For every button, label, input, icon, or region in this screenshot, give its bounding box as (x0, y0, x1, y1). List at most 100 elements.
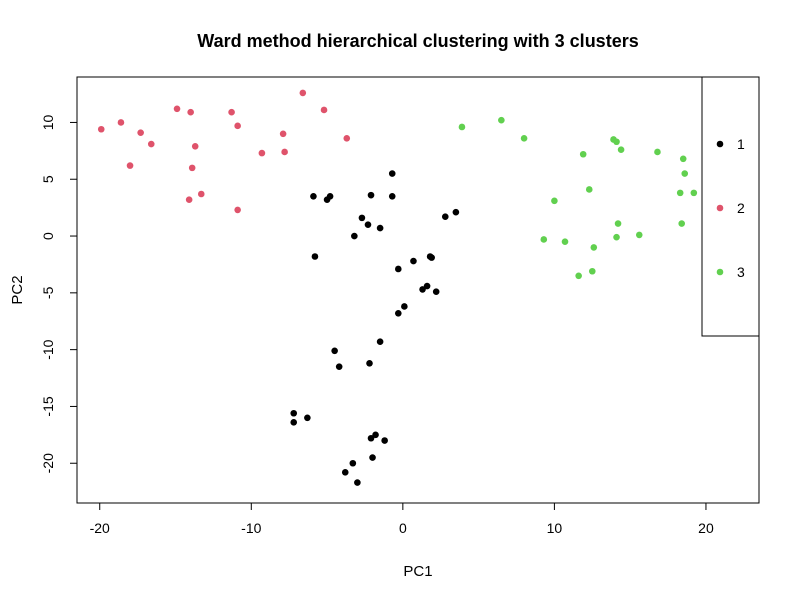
data-point-cluster-1 (428, 254, 435, 261)
data-point-cluster-2 (234, 206, 241, 214)
plot-frame (76, 76, 760, 504)
x-tick-label: 20 (698, 520, 714, 536)
data-point-cluster-3 (679, 155, 687, 163)
data-point-cluster-2 (258, 149, 266, 157)
data-point-cluster-3 (681, 170, 689, 177)
data-point-cluster-2 (137, 129, 144, 136)
y-tick-label: 10 (40, 114, 56, 130)
data-point-cluster-3 (575, 272, 582, 280)
data-point-cluster-1 (311, 253, 319, 260)
data-point-cluster-1 (354, 479, 361, 486)
legend-marker-1 (716, 140, 724, 148)
legend-box (701, 76, 760, 337)
data-point-cluster-1 (410, 257, 417, 265)
data-point-cluster-2 (228, 108, 235, 116)
y-tick-label: -5 (40, 286, 56, 299)
y-tick-label: -10 (40, 339, 56, 359)
data-point-cluster-3 (561, 238, 569, 246)
data-point-cluster-1 (394, 309, 402, 317)
data-point-cluster-1 (290, 419, 298, 426)
data-point-cluster-1 (331, 347, 338, 355)
data-point-cluster-3 (540, 236, 548, 243)
legend-label-1: 1 (737, 136, 745, 152)
data-point-cluster-3 (588, 267, 596, 275)
data-points (97, 89, 698, 486)
data-point-cluster-1 (423, 282, 431, 290)
data-point-cluster-2 (279, 130, 287, 138)
legend-label-3: 3 (737, 264, 745, 280)
data-point-cluster-3 (590, 244, 598, 251)
data-point-cluster-2 (343, 135, 351, 142)
data-point-cluster-2 (197, 190, 205, 198)
data-point-cluster-2 (234, 122, 241, 130)
data-point-cluster-2 (299, 89, 307, 97)
y-axis-label: PC2 (9, 275, 26, 304)
data-point-cluster-3 (635, 231, 643, 239)
data-point-cluster-1 (388, 170, 396, 177)
y-tick-label: -15 (40, 396, 56, 416)
x-tick-label: -10 (241, 520, 261, 536)
data-point-cluster-2 (185, 196, 193, 203)
data-point-cluster-1 (366, 359, 373, 367)
data-point-cluster-1 (394, 265, 402, 273)
data-point-cluster-3 (585, 186, 593, 193)
data-point-cluster-3 (498, 116, 505, 124)
legend-label-2: 2 (737, 200, 745, 216)
data-point-cluster-3 (579, 150, 587, 158)
chart-title: Ward method hierarchical clustering with… (197, 31, 638, 51)
legend-marker-2 (716, 204, 724, 212)
data-point-cluster-1 (441, 213, 449, 221)
data-point-cluster-1 (358, 214, 366, 222)
data-point-cluster-3 (617, 146, 625, 154)
y-tick-label: 0 (40, 232, 56, 240)
data-point-cluster-2 (188, 164, 196, 172)
data-point-cluster-2 (191, 142, 199, 150)
x-axis-label: PC1 (403, 563, 432, 580)
data-point-cluster-3 (690, 189, 698, 197)
legend: 1 2 3 (701, 76, 760, 337)
data-point-cluster-3 (551, 197, 558, 205)
data-point-cluster-1 (341, 469, 349, 476)
data-point-cluster-1 (376, 338, 384, 345)
y-tick-label: 5 (40, 175, 56, 183)
data-point-cluster-2 (147, 140, 155, 148)
data-point-cluster-2 (187, 108, 194, 116)
data-point-cluster-1 (367, 434, 375, 442)
data-point-cluster-3 (613, 233, 620, 241)
legend-marker-3 (716, 268, 724, 276)
data-point-cluster-2 (97, 125, 105, 133)
data-point-cluster-2 (173, 105, 181, 113)
data-point-cluster-3 (678, 220, 686, 227)
data-point-cluster-3 (520, 135, 528, 142)
data-point-cluster-1 (432, 288, 440, 296)
data-point-cluster-2 (117, 119, 125, 126)
data-point-cluster-1 (388, 192, 396, 200)
data-point-cluster-1 (351, 232, 358, 240)
data-point-cluster-1 (419, 286, 426, 293)
data-point-cluster-1 (376, 224, 384, 232)
x-tick-label: -20 (90, 520, 110, 536)
data-point-cluster-1 (290, 409, 298, 417)
data-point-cluster-3 (654, 148, 661, 156)
data-point-cluster-1 (326, 192, 334, 200)
data-point-cluster-2 (320, 106, 328, 114)
data-point-cluster-3 (614, 220, 622, 227)
data-point-cluster-1 (401, 303, 408, 310)
data-point-cluster-1 (335, 363, 343, 370)
axes: -20 -10 0 10 20 -20 -15 -10 -5 0 5 10 (40, 76, 760, 536)
data-point-cluster-1 (367, 191, 375, 199)
data-point-cluster-1 (364, 221, 372, 228)
data-point-cluster-1 (310, 192, 317, 200)
y-tick-label: -20 (40, 453, 56, 473)
data-point-cluster-2 (281, 148, 288, 156)
data-point-cluster-1 (372, 431, 379, 439)
data-point-cluster-2 (126, 162, 134, 169)
data-point-cluster-1 (452, 208, 460, 216)
data-point-cluster-1 (369, 454, 376, 461)
x-tick-label: 0 (399, 520, 407, 536)
data-point-cluster-1 (349, 459, 357, 467)
data-point-cluster-1 (381, 437, 388, 444)
data-point-cluster-3 (676, 189, 684, 197)
